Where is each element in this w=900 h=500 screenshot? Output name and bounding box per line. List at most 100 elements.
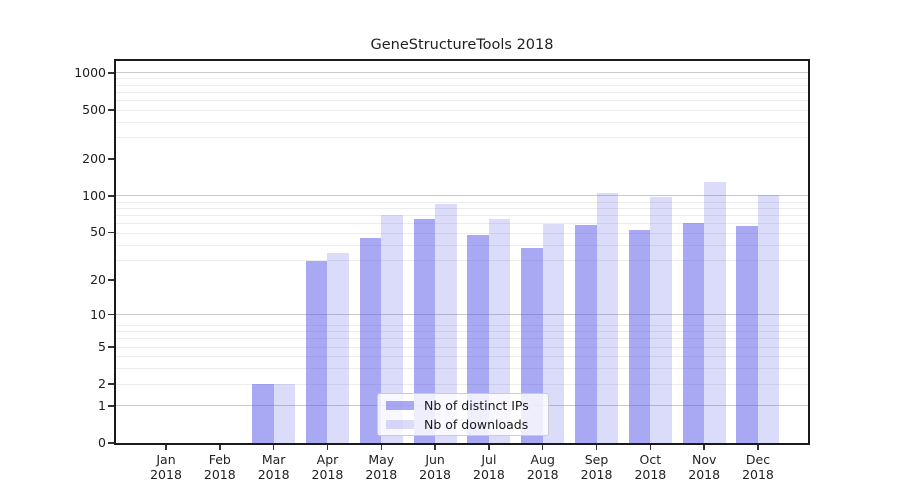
x-tick-label: Mar 2018 <box>242 452 306 482</box>
x-tick-year: 2018 <box>150 466 182 482</box>
x-tick-mark <box>757 445 759 450</box>
bar-distinct-ips <box>413 218 436 443</box>
gridline-minor <box>116 207 808 209</box>
plot-inner <box>116 61 808 443</box>
gridline-major <box>116 72 808 74</box>
gridline-minor <box>116 214 808 216</box>
bar-distinct-ips <box>252 384 274 443</box>
chart-title: GeneStructureTools 2018 <box>370 37 554 53</box>
y-tick-mark <box>108 279 114 281</box>
gridline-minor <box>116 91 808 93</box>
x-tick-year: 2018 <box>634 466 667 482</box>
gridline-minor <box>116 201 808 203</box>
x-tick-month: Aug <box>530 452 555 467</box>
bar-distinct-ips <box>359 237 382 443</box>
gridline-minor <box>116 121 808 123</box>
gridline-minor <box>116 99 808 101</box>
bar-distinct-ips <box>682 222 705 443</box>
x-tick-mark <box>326 445 329 450</box>
bar-downloads <box>488 219 511 443</box>
x-tick-year: 2018 <box>688 466 721 482</box>
x-tick-month: May <box>368 452 395 467</box>
y-tick-mark <box>108 346 114 348</box>
x-tick-mark <box>649 445 652 450</box>
bar-distinct-ips <box>467 234 489 443</box>
y-tick-mark <box>108 442 114 444</box>
x-tick-month: Jun <box>425 452 445 467</box>
gridline-minor <box>116 324 808 326</box>
x-tick-year: 2018 <box>580 466 613 482</box>
x-tick-mark <box>488 445 490 450</box>
x-tick-label: Oct 2018 <box>618 452 682 482</box>
gridline-minor <box>116 368 808 370</box>
bar-downloads <box>704 181 726 443</box>
x-tick-year: 2018 <box>419 466 451 482</box>
y-tick-label: 200 <box>82 151 106 167</box>
gridline-minor <box>116 78 808 80</box>
bar-distinct-ips <box>736 225 758 443</box>
legend-label: Nb of distinct IPs <box>424 397 529 413</box>
x-tick-year: 2018 <box>257 466 290 482</box>
x-tick-label: Apr 2018 <box>295 452 359 482</box>
x-tick-label: Aug 2018 <box>511 452 575 482</box>
x-tick-mark <box>272 445 275 450</box>
bar-distinct-ips <box>305 260 328 443</box>
x-tick-mark <box>165 445 167 450</box>
x-tick-mark <box>219 445 221 450</box>
gridline-minor <box>116 356 808 358</box>
y-tick-label: 1 <box>98 397 106 413</box>
gridline-minor <box>116 331 808 333</box>
bar-downloads <box>381 214 403 443</box>
gridline-minor <box>116 137 808 139</box>
y-tick-mark <box>108 405 114 407</box>
gridline-minor <box>116 84 808 86</box>
y-tick-label: 0 <box>98 435 106 450</box>
x-tick-month: Sep <box>584 452 609 467</box>
y-tick-label: 1000 <box>74 65 106 81</box>
y-tick-mark <box>108 195 114 197</box>
x-tick-mark <box>703 445 705 450</box>
x-tick-month: Jan <box>156 452 176 467</box>
y-tick-mark <box>108 383 114 385</box>
gridline-minor <box>116 109 808 111</box>
x-tick-label: Dec 2018 <box>726 452 790 482</box>
legend: Nb of distinct IPs Nb of downloads <box>377 393 549 436</box>
x-tick-label: Jan 2018 <box>134 452 198 482</box>
x-tick-label: Sep 2018 <box>565 452 629 482</box>
gridline-minor <box>116 260 808 262</box>
y-tick-label: 50 <box>90 224 106 240</box>
bar-downloads <box>435 203 457 443</box>
legend-item-downloads: Nb of downloads <box>386 417 540 432</box>
gridline-minor <box>116 223 808 225</box>
x-tick-month: Dec <box>745 452 771 467</box>
gridline-minor <box>116 338 808 340</box>
x-tick-month: Mar <box>261 452 286 467</box>
legend-label: Nb of downloads <box>424 416 529 432</box>
x-tick-mark <box>380 445 382 450</box>
y-tick-mark <box>108 231 114 234</box>
plot-area <box>114 59 810 445</box>
x-tick-mark <box>434 445 436 450</box>
legend-swatch-downloads <box>386 419 414 429</box>
x-tick-month: Nov <box>691 452 717 467</box>
x-tick-year: 2018 <box>473 466 505 482</box>
y-tick-label: 100 <box>82 187 106 203</box>
gridline-minor <box>116 383 808 385</box>
x-tick-label: Feb 2018 <box>188 452 252 482</box>
x-tick-label: Jul 2018 <box>457 452 521 482</box>
x-tick-year: 2018 <box>742 466 774 482</box>
x-tick-year: 2018 <box>526 466 559 482</box>
y-tick-mark <box>108 313 114 316</box>
bar-downloads <box>542 223 565 443</box>
gridline-major <box>116 195 808 197</box>
gridline-major <box>116 313 808 315</box>
x-tick-label: Nov 2018 <box>672 452 736 482</box>
x-tick-label: Jun 2018 <box>403 452 467 482</box>
bar-downloads <box>650 197 672 443</box>
y-tick-mark <box>108 109 114 111</box>
gridline-minor <box>116 244 808 246</box>
bar-distinct-ips <box>575 224 597 443</box>
y-tick-label: 5 <box>98 339 106 355</box>
bar-downloads <box>757 195 780 443</box>
